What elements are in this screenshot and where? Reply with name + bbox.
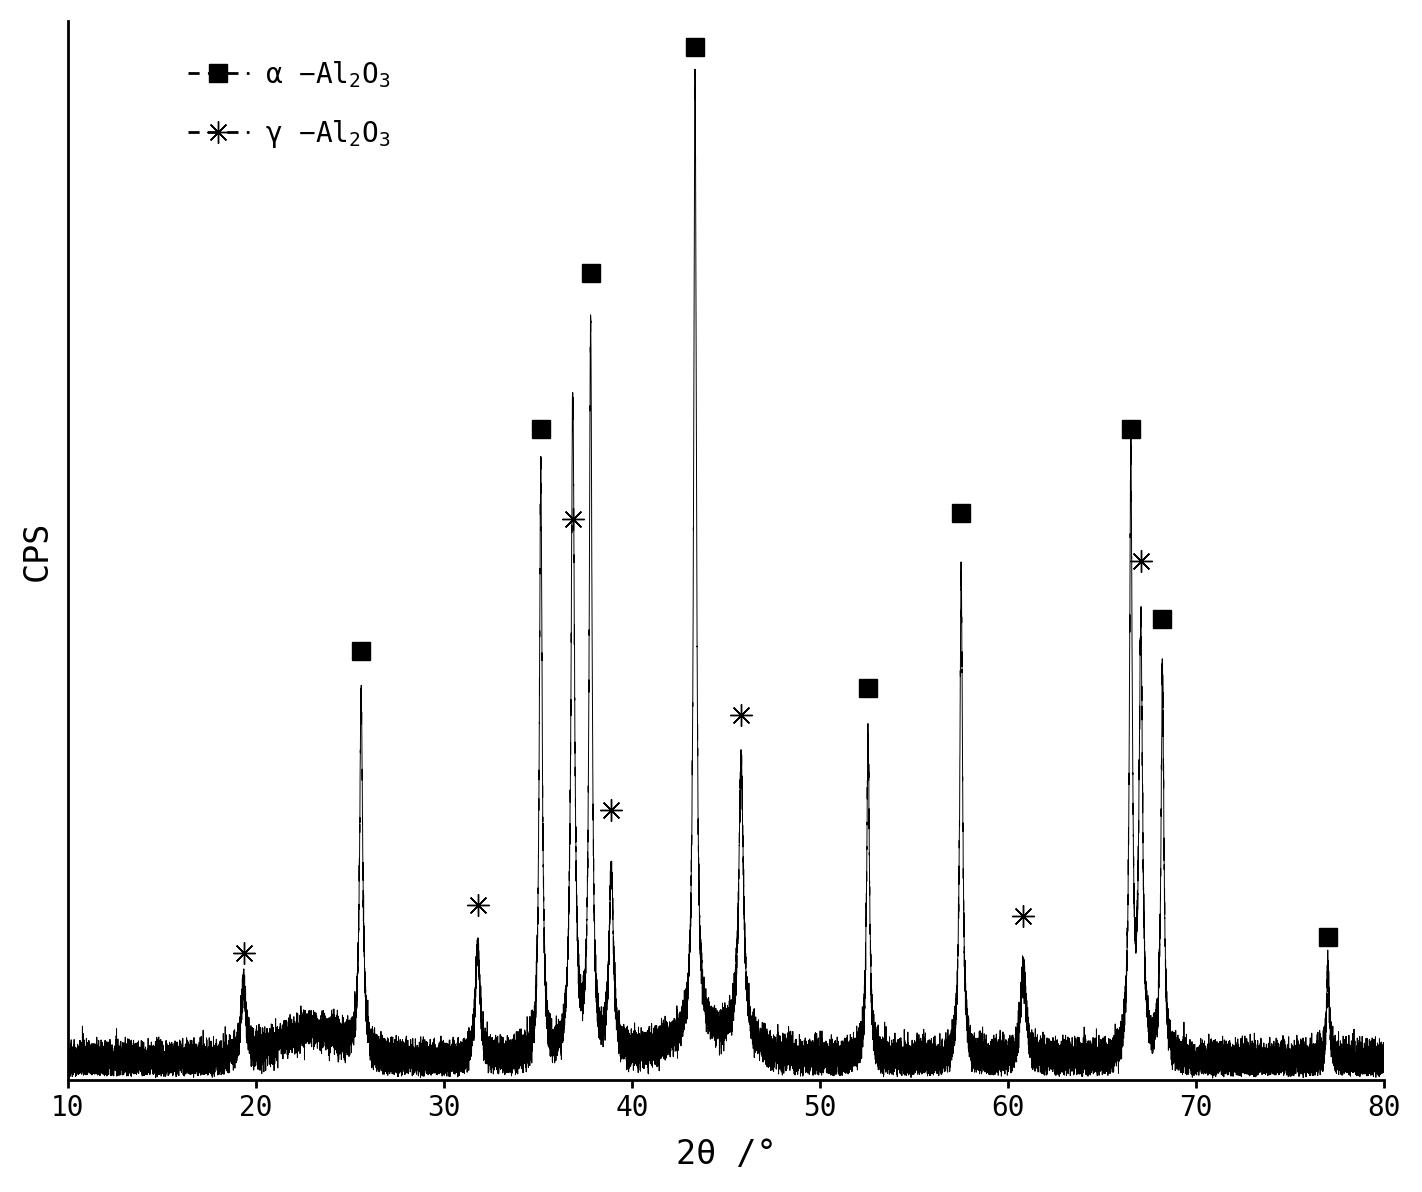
Legend: $\mathregular{\alpha}$ $\mathregular{-Al_2O_3}$, $\mathregular{\gamma}$ $\mathre: $\mathregular{\alpha}$ $\mathregular{-Al… bbox=[173, 45, 405, 163]
X-axis label: 2θ /°: 2θ /° bbox=[675, 1138, 776, 1172]
Y-axis label: CPS: CPS bbox=[21, 521, 54, 581]
